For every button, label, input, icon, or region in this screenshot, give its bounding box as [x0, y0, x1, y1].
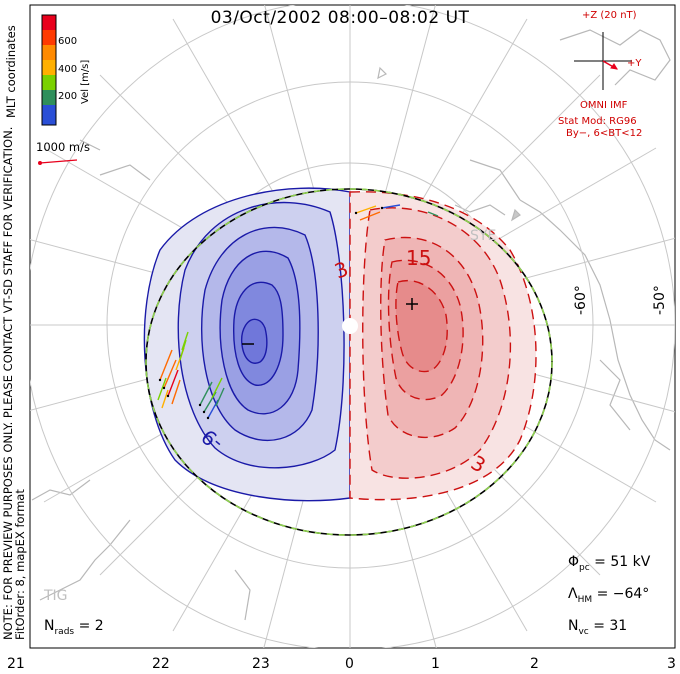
mlt-label-2: 2	[530, 656, 539, 672]
mlt-label-21: 21	[7, 656, 25, 672]
negative-cell	[143, 187, 351, 502]
station-label-tig: TIG	[44, 588, 68, 604]
velocity-colorbar	[41, 14, 57, 126]
imf-dial	[574, 32, 632, 90]
heppner-maynard-boundary	[145, 188, 553, 536]
map-title: 03/Oct/2002 08:00–08:02 UT	[210, 8, 470, 28]
mlt-label-22: 22	[152, 656, 170, 672]
imf-y-label: +Y	[627, 58, 642, 69]
legend-tick-200: 200	[58, 91, 78, 102]
vel-label: Vel [m/s]	[80, 59, 91, 104]
vector-origins	[158, 206, 384, 420]
vector-count: Nvc = 31	[568, 618, 628, 637]
reference-vector	[38, 159, 78, 165]
mlt-label-3: 3	[667, 656, 676, 672]
latitude-label-60: -60°	[573, 285, 589, 315]
vector-count-value: = 31	[593, 618, 628, 634]
pole-blank	[342, 318, 358, 334]
coords-label: MLT coordinates	[4, 25, 18, 118]
cross-polar-potential: Φpc = 51 kV	[568, 554, 651, 573]
mlt-label-1: 1	[431, 656, 440, 672]
coastlines	[31, 29, 671, 621]
mlt-label-0: 0	[345, 656, 354, 672]
stat-model-conditions: By−, 6<BT<12	[566, 128, 643, 139]
hm-boundary-latitude: ΛHM = −64°	[568, 586, 650, 605]
radar-count-value: = 2	[78, 618, 104, 634]
imf-source: OMNI IMF	[580, 100, 628, 111]
mlt-label-23: 23	[252, 656, 270, 672]
latitude-label-50: -50°	[652, 285, 668, 315]
maximum-potential-marker	[406, 298, 418, 310]
cross-polar-potential-value: = 51 kV	[594, 554, 651, 570]
station-label-sye: SYE	[470, 228, 497, 244]
contour-label-15: 15	[406, 246, 432, 270]
reference-vector-label: 1000 m/s	[36, 140, 90, 154]
positive-cell	[349, 191, 537, 501]
hm-boundary-latitude-value: = −64°	[596, 586, 650, 602]
legend-tick-400: 400	[58, 64, 78, 75]
legend-tick-600: 600	[58, 36, 78, 47]
stat-model: Stat Mod: RG96	[558, 116, 637, 127]
radar-count: Nrads = 2	[44, 618, 104, 637]
velocity-vectors	[157, 204, 439, 419]
imf-z-label: +Z (20 nT)	[582, 10, 637, 21]
